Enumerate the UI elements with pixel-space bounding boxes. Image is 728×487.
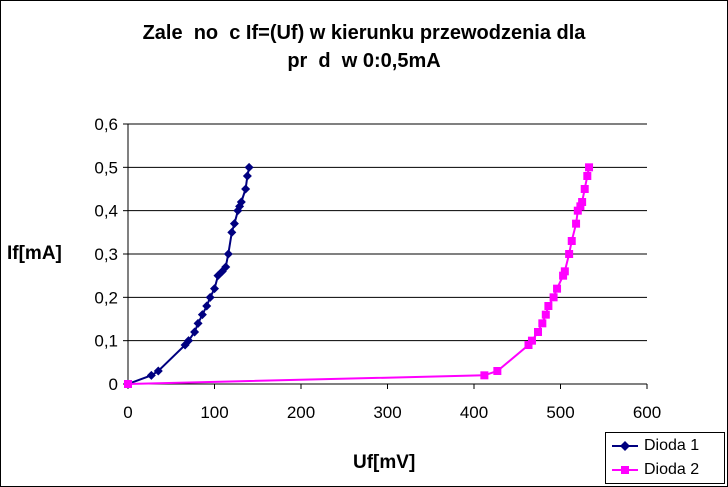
data-point bbox=[578, 198, 587, 206]
data-point bbox=[241, 184, 251, 194]
data-point bbox=[236, 197, 246, 207]
y-tick-label: 0,1 bbox=[94, 332, 118, 351]
y-tick-label: 0,5 bbox=[94, 158, 118, 177]
data-point bbox=[573, 206, 582, 215]
legend-label-dioda-1: Dioda 1 bbox=[644, 437, 700, 454]
y-axis-label: If[mA] bbox=[7, 243, 62, 264]
x-tick-label: 400 bbox=[460, 403, 488, 422]
legend: Dioda 1 Dioda 2 bbox=[605, 432, 725, 484]
data-point bbox=[223, 249, 233, 259]
data-point bbox=[153, 366, 163, 376]
data-point bbox=[527, 336, 536, 345]
data-point bbox=[544, 302, 553, 310]
x-tick-label: 100 bbox=[200, 403, 228, 422]
legend-label-dioda-2: Dioda 2 bbox=[644, 461, 700, 478]
x-tick-label: 200 bbox=[287, 403, 315, 422]
data-point bbox=[221, 262, 231, 272]
data-point bbox=[205, 292, 215, 302]
data-point bbox=[549, 293, 558, 302]
legend-marker-dioda-2 bbox=[612, 466, 638, 474]
data-point bbox=[244, 162, 254, 172]
data-point bbox=[184, 336, 194, 346]
data-point bbox=[580, 185, 589, 193]
data-point bbox=[190, 327, 200, 337]
y-tick-label: 0,2 bbox=[94, 288, 118, 307]
data-point bbox=[567, 237, 576, 245]
data-point bbox=[193, 318, 203, 328]
data-point bbox=[572, 219, 581, 228]
data-point bbox=[202, 301, 212, 311]
y-tick-label: 0 bbox=[109, 375, 118, 394]
data-point bbox=[583, 172, 592, 180]
x-axis-label: Uf[mV] bbox=[353, 452, 416, 473]
data-point bbox=[227, 227, 237, 237]
data-point bbox=[493, 367, 502, 375]
data-point bbox=[229, 219, 239, 229]
y-tick-label: 0,4 bbox=[94, 202, 118, 221]
data-point bbox=[146, 370, 156, 380]
data-point bbox=[480, 371, 489, 380]
chart-title-line-2: pr d w 0:0,5mA bbox=[287, 50, 441, 72]
series-line-2 bbox=[127, 167, 590, 385]
data-point bbox=[560, 267, 569, 276]
y-tick-label: 0,6 bbox=[94, 115, 118, 134]
data-point bbox=[541, 310, 550, 319]
legend-marker-dioda-1 bbox=[612, 441, 638, 451]
data-point bbox=[124, 380, 132, 388]
data-point bbox=[585, 163, 594, 172]
series-line-1 bbox=[127, 167, 251, 385]
data-point bbox=[534, 328, 543, 336]
data-point bbox=[242, 171, 252, 181]
data-point bbox=[210, 284, 219, 294]
data-point bbox=[565, 250, 574, 258]
data-point bbox=[559, 271, 568, 280]
data-point bbox=[524, 341, 533, 349]
chart-title-line-1: Zale no c If=(Uf) w kierunku przewodzeni… bbox=[142, 22, 586, 44]
chart-title: Zale no c If=(Uf) w kierunku przewodzeni… bbox=[1, 19, 727, 75]
x-tick-label: 600 bbox=[633, 403, 661, 422]
x-tick-label: 300 bbox=[373, 403, 401, 422]
x-tick-label: 500 bbox=[546, 403, 574, 422]
y-tick-label: 0,3 bbox=[94, 245, 118, 264]
data-point bbox=[553, 284, 562, 293]
data-point bbox=[538, 319, 547, 328]
data-point bbox=[197, 310, 207, 320]
data-point bbox=[576, 202, 585, 211]
x-tick-label: 0 bbox=[123, 403, 132, 422]
